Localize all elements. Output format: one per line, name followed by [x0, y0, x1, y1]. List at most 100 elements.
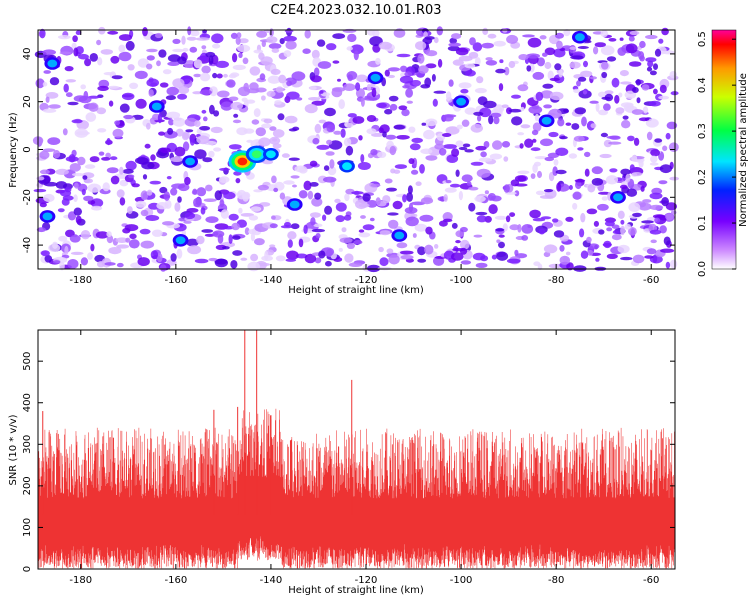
y-tick-label: 500 [22, 352, 33, 371]
heatmap-speckle [350, 44, 364, 55]
heatmap-speckle [599, 153, 612, 159]
heatmap-speckle [270, 68, 281, 75]
heatmap-speckle [142, 174, 148, 180]
heatmap-speckle [455, 169, 460, 177]
heatmap-speckle [645, 118, 659, 128]
heatmap-speckle [220, 209, 229, 219]
heatmap-speckle [531, 129, 539, 136]
colorbar-ticks: 0.0 0.1 0.2 0.3 0.4 0.5 [697, 31, 736, 277]
heatmap-speckle [583, 60, 588, 68]
heatmap-speckle [216, 73, 223, 79]
heatmap-speckle [412, 80, 421, 87]
heatmap-speckle [367, 264, 381, 273]
heatmap-speckle [242, 57, 249, 65]
heatmap-speckle [189, 46, 198, 53]
heatmap-speckle [600, 29, 608, 38]
heatmap-speckle [347, 33, 357, 43]
heatmap-speckle [589, 76, 598, 80]
heatmap-speckle [203, 198, 217, 202]
heatmap-speckle [345, 145, 354, 156]
heatmap-speckle [192, 188, 198, 195]
heatmap-speckle [623, 103, 634, 112]
heatmap-speckle [72, 172, 85, 177]
heatmap-speckle [160, 147, 171, 154]
heatmap-speckle [378, 127, 384, 134]
heatmap-speckle [603, 139, 613, 148]
heatmap-speckle [556, 40, 563, 50]
heatmap-speckle [375, 197, 381, 206]
heatmap-speckle [304, 103, 318, 114]
heatmap-speckle [638, 160, 644, 168]
heatmap-speckle [347, 74, 354, 82]
heatmap-speckle [359, 203, 370, 208]
heatmap-speckle [97, 85, 109, 91]
heatmap-speckle [230, 101, 243, 110]
heatmap-speckle [67, 101, 79, 106]
heatmap-speckle [253, 49, 264, 54]
heatmap-speckle [481, 42, 494, 49]
heatmap-speckle [569, 46, 577, 50]
heatmap-speckle [275, 255, 286, 262]
heatmap-speckle [256, 30, 268, 38]
heatmap-speckle [490, 112, 502, 118]
heatmap-speckle [100, 49, 114, 55]
heatmap-speckle [641, 84, 650, 91]
heatmap-speckle [521, 235, 529, 241]
heatmap-speckle [517, 170, 530, 175]
heatmap-speckle [105, 152, 111, 159]
heatmap-speckle [182, 141, 190, 152]
heatmap-speckle [476, 215, 487, 223]
heatmap-speckle [385, 134, 397, 140]
heatmap-speckle [615, 107, 625, 114]
heatmap-speckle [396, 135, 410, 140]
x-tick-label: -100 [450, 275, 473, 286]
heatmap-speckle [337, 78, 341, 82]
heatmap-speckle [324, 107, 336, 117]
heatmap-speckle [670, 259, 678, 269]
heatmap-speckle [247, 261, 260, 272]
heatmap-hotspot [613, 193, 623, 202]
heatmap-speckle [619, 70, 629, 77]
heatmap-speckle [108, 247, 122, 255]
heatmap-speckle [382, 195, 391, 204]
heatmap-speckle [522, 34, 535, 38]
heatmap-speckle [184, 212, 196, 220]
heatmap-speckle [85, 112, 97, 122]
heatmap-speckle [177, 196, 182, 203]
heatmap-speckle [275, 86, 284, 93]
heatmap-speckle [642, 199, 652, 203]
heatmap-speckle [251, 119, 260, 125]
heatmap-speckle [455, 47, 469, 56]
heatmap-speckle [346, 242, 355, 249]
heatmap-speckle [526, 65, 532, 72]
heatmap-speckle [460, 88, 469, 94]
heatmap-x-label: Height of straight line (km) [288, 285, 424, 296]
heatmap-speckle [230, 32, 238, 40]
heatmap-speckle [448, 79, 454, 87]
heatmap-speckle [64, 66, 74, 72]
heatmap-speckle [53, 150, 61, 159]
heatmap-speckle [580, 250, 589, 259]
heatmap-speckle [591, 166, 603, 175]
heatmap-speckle [176, 248, 183, 259]
heatmap-speckle [334, 198, 341, 204]
heatmap-speckle [603, 103, 611, 111]
heatmap-speckle [483, 100, 497, 109]
heatmap-speckle [384, 108, 393, 115]
heatmap-speckle [67, 259, 79, 269]
x-tick-label: -120 [355, 275, 378, 286]
heatmap-speckle [443, 218, 453, 223]
heatmap-speckle [128, 174, 135, 179]
heatmap-speckle [218, 176, 230, 184]
heatmap-speckle [211, 33, 224, 44]
heatmap-hotspot [251, 150, 262, 159]
heatmap-speckle [284, 115, 298, 124]
heatmap-speckle [461, 119, 470, 127]
heatmap-speckle [518, 54, 529, 61]
heatmap-speckle [249, 82, 259, 91]
heatmap-speckle [347, 113, 357, 118]
heatmap-speckle [71, 42, 77, 49]
heatmap-speckle [358, 229, 365, 233]
heatmap-speckle [213, 147, 222, 152]
heatmap-speckle [95, 231, 109, 239]
